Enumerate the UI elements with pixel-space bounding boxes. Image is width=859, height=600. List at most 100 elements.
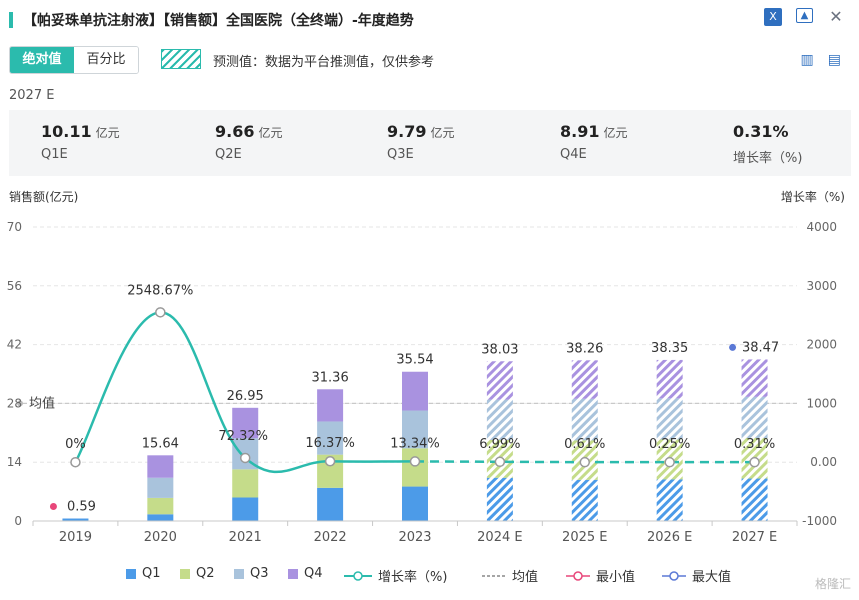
max-marker — [729, 343, 737, 351]
growth-label: 16.37% — [305, 436, 355, 451]
bar-q4 — [486, 361, 513, 400]
bar-q3 — [147, 477, 174, 498]
label-group: 均值 0.59 15.64 26.95 31.36 35.54 38.03 38.26 38.3… — [29, 283, 779, 514]
legend-label: 最大值 — [692, 570, 732, 585]
growth-label: 0.61% — [564, 437, 605, 452]
q2-swatch — [180, 568, 190, 579]
summary-panel: 10.11 亿元 Q1E 9.66 亿元 Q2E 9.79 亿元 Q3E 8.91 亿元… — [9, 110, 851, 176]
x-tick-label: 2022 — [314, 530, 347, 545]
left-tick-label: 0 — [14, 514, 22, 528]
chart-legend: Q1 Q2 Q3 Q4 增长率（%) 均值 最小值 最大值 — [0, 566, 859, 588]
right-axis-title: 增长率（%) — [780, 190, 845, 204]
x-tick-label: 2027 E — [732, 530, 777, 545]
growth-legend-icon — [344, 570, 372, 581]
summary-card-q4: 8.91 亿元 Q4E — [560, 122, 628, 162]
left-tick-label: 42 — [7, 338, 22, 352]
average-legend-icon — [482, 574, 506, 577]
watermark: 格隆汇 — [814, 577, 851, 591]
legend-label: 均值 — [512, 570, 539, 585]
total-label: 38.03 — [481, 342, 518, 357]
legend-item-growth[interactable]: 增长率（%) — [344, 566, 447, 585]
right-tick-label: -1000 — [802, 514, 837, 528]
summary-card-growth: 0.31% 增长率（%) — [733, 122, 802, 166]
left-tick-label: 70 — [7, 220, 22, 234]
x-tick-label: 2026 E — [647, 530, 692, 545]
bar-q2 — [232, 469, 259, 498]
right-tick-label: 0.00 — [810, 455, 837, 469]
min-legend-icon — [566, 570, 590, 581]
total-label: 31.36 — [312, 370, 349, 385]
growth-point — [664, 456, 675, 468]
right-tick-label: 1000 — [806, 396, 837, 410]
growth-point — [324, 455, 336, 467]
card-unit: 亿元 — [603, 126, 628, 140]
bar-q3 — [741, 396, 768, 438]
q1-swatch — [126, 568, 136, 579]
total-label: 38.47 — [742, 340, 779, 355]
bar-q1 — [402, 486, 428, 521]
left-tick-label: 14 — [7, 455, 22, 469]
card-value: 9.79 — [387, 122, 427, 141]
card-unit: 亿元 — [430, 126, 455, 140]
bar-group — [62, 359, 768, 521]
growth-point — [70, 456, 81, 468]
left-tick-label: 28 — [7, 396, 22, 410]
card-label: Q4E — [560, 147, 587, 162]
document-icon[interactable]: ▤ — [827, 52, 841, 68]
total-label: 0.59 — [67, 500, 96, 515]
summary-card-q1: 10.11 亿元 Q1E — [41, 122, 120, 162]
excel-export-icon[interactable]: X — [764, 8, 782, 26]
min-marker — [49, 503, 57, 511]
legend-item-average[interactable]: 均值 — [482, 566, 538, 585]
x-tick-label: 2024 E — [477, 530, 522, 545]
growth-label: 0.31% — [734, 437, 775, 452]
growth-point — [494, 456, 506, 468]
legend-item-q3[interactable]: Q3 — [234, 566, 269, 581]
page-title: 【帕妥珠单抗注射液】【销售额】全国医院（全终端）-年度趋势 — [23, 13, 414, 29]
legend-item-min[interactable]: 最小值 — [566, 566, 635, 585]
q4-swatch — [288, 568, 298, 579]
legend-item-q1[interactable]: Q1 — [126, 566, 161, 581]
absolute-value-tab[interactable]: 绝对值 — [10, 47, 74, 73]
bar-q1 — [62, 518, 89, 521]
forecast-note: 预测值：数据为平台推测值，仅供参考 — [213, 55, 435, 70]
card-value: 10.11 — [41, 122, 92, 141]
x-tick-label: 2019 — [59, 530, 92, 545]
bar-q2 — [147, 497, 174, 515]
bar-chart-icon[interactable]: ▥ — [800, 52, 814, 68]
total-label: 38.35 — [651, 341, 688, 356]
summary-year: 2027 E — [9, 88, 55, 103]
percentage-tab[interactable]: 百分比 — [74, 47, 138, 73]
legend-label: Q4 — [304, 566, 323, 581]
card-label: 增长率（%) — [733, 151, 803, 166]
legend-item-q4[interactable]: Q4 — [288, 566, 323, 581]
close-icon[interactable]: ✕ — [829, 7, 843, 26]
growth-point — [579, 456, 591, 468]
growth-point — [155, 307, 166, 318]
bar-q1 — [486, 477, 513, 521]
legend-label: Q2 — [196, 566, 215, 581]
bar-q4 — [317, 389, 344, 422]
chart-tools: ▥ ▤ — [801, 52, 841, 68]
image-export-icon[interactable]: ▲ — [796, 8, 813, 23]
bar-q3 — [571, 398, 598, 441]
growth-line-group — [70, 307, 760, 474]
card-unit: 亿元 — [95, 126, 120, 140]
legend-label: Q1 — [142, 566, 161, 581]
card-label: Q1E — [41, 147, 68, 162]
average-label: 均值 — [29, 395, 55, 411]
bar-q4 — [147, 455, 174, 478]
bar-q3 — [317, 421, 344, 455]
view-toggle: 绝对值 百分比 — [9, 46, 139, 74]
x-tick-label: 2023 — [398, 530, 431, 545]
legend-item-q2[interactable]: Q2 — [180, 566, 215, 581]
growth-label: 6.99% — [479, 437, 520, 452]
bar-q4 — [402, 371, 428, 411]
sales-chart: 0 -1000 14 0.00 28 1000 42 2000 56 3000 70 4000 2019… — [7, 220, 837, 545]
bar-q4 — [741, 359, 768, 397]
growth-point — [409, 456, 421, 467]
legend-label: Q3 — [250, 566, 269, 581]
growth-point — [239, 452, 251, 464]
legend-item-max[interactable]: 最大值 — [662, 566, 731, 585]
right-tick-label: 2000 — [806, 338, 837, 352]
